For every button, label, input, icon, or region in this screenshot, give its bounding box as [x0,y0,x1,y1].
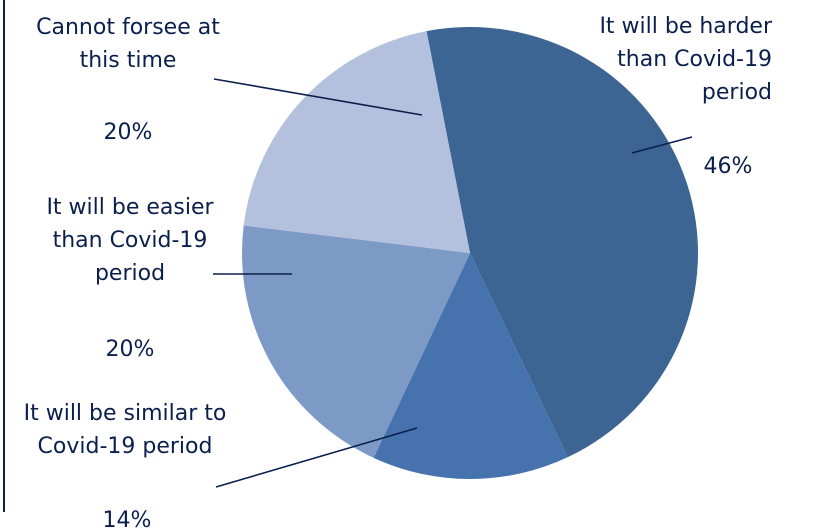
pie-slice-4 [243,31,470,254]
slice-label-4-line-2: this time [80,48,177,73]
slice-label-1-line-1: It will be harder [599,14,773,39]
slice-label-2-line-1: It will be similar to [24,401,227,426]
leader-line-1 [631,136,693,154]
slice-label-3-line-3: period [95,261,165,286]
pie-slice-2 [373,253,568,480]
leader-line-2 [215,427,418,488]
pie-slice-3 [242,225,470,458]
pie-slices [242,26,698,480]
pie-slice-1 [426,26,698,458]
slice-label-3-line-1: It will be easier [46,195,214,220]
slice-value-label-1: 46% [704,154,753,179]
leader-lines [213,78,693,488]
slice-label-3-line-2: than Covid-19 [53,228,208,253]
slice-label-1-line-3: period [702,80,772,105]
slice-label-1-line-2: than Covid-19 [617,47,772,72]
slice-label-2-line-2: Covid-19 period [38,434,213,459]
slice-labels: It will be harder than Covid-19 period 46% I… [24,14,773,530]
slice-value-label-2: 14% [103,508,152,530]
leader-line-4 [213,78,423,116]
slice-value-label-4: 20% [104,120,153,145]
slice-value-label-3: 20% [106,337,155,362]
slice-label-4-line-1: Cannot forsee at [36,15,220,40]
